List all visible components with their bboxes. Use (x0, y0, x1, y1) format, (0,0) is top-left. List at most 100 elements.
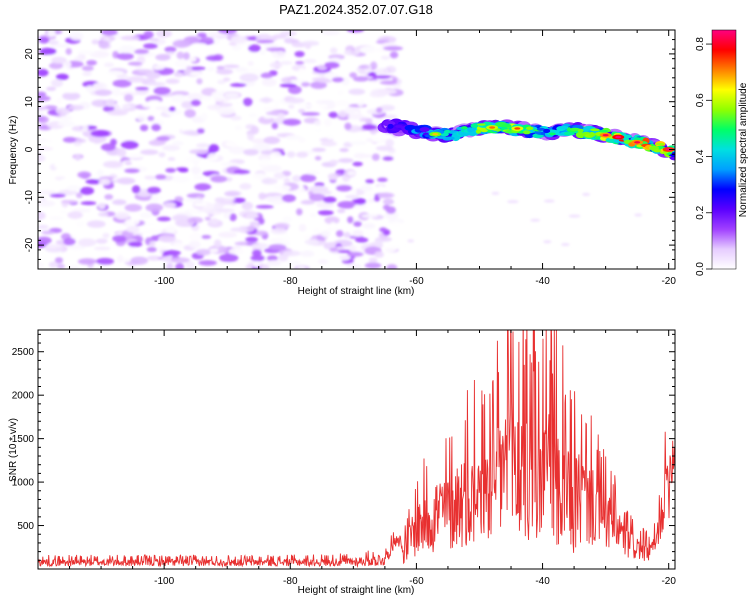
noise-blob (344, 122, 352, 130)
noise-blob (273, 184, 291, 192)
noise-blob (309, 212, 317, 218)
noise-blob (252, 143, 272, 152)
noise-blob (223, 262, 235, 269)
noise-blob (266, 255, 278, 262)
noise-blob (297, 266, 306, 269)
noise-blob (317, 210, 334, 216)
noise-blob (210, 218, 219, 225)
noise-blob (132, 250, 145, 256)
noise-blob (63, 237, 76, 246)
noise-blob (230, 115, 242, 121)
signal-blob (495, 128, 502, 132)
noise-blob (382, 198, 395, 205)
noise-blob (543, 240, 552, 244)
noise-blob (116, 148, 127, 157)
noise-blob (346, 30, 365, 33)
noise-blob (301, 81, 310, 87)
noise-blob (354, 153, 373, 158)
noise-blob (375, 145, 394, 151)
noise-blob (279, 61, 293, 65)
colorbar-tick-label: 0.0 (695, 262, 706, 276)
noise-blob (247, 132, 255, 141)
noise-blob (130, 256, 148, 265)
noise-blob (143, 43, 158, 49)
noise-blob (173, 72, 184, 77)
noise-blob (337, 200, 357, 209)
noise-blob (126, 225, 140, 233)
noise-blob (116, 52, 134, 61)
noise-blob (359, 46, 378, 54)
signal-blob (559, 125, 569, 130)
spectrogram-x-axis: -100 -80 -60 -40 -20 (69, 30, 676, 287)
noise-blob (224, 191, 240, 197)
noise-blob (44, 244, 63, 248)
noise-blob (269, 61, 283, 69)
noise-blob (347, 113, 364, 120)
noise-blob (353, 76, 370, 82)
signal-blob (543, 128, 551, 134)
noise-blob (81, 124, 89, 132)
noise-blob (48, 62, 64, 70)
colorbar-gradient (711, 29, 737, 270)
noise-blob (331, 77, 344, 83)
noise-blob (104, 194, 114, 200)
noise-blob (322, 196, 337, 204)
noise-blob (347, 251, 364, 257)
x-tick-label: -60 (409, 576, 424, 587)
noise-blob (128, 241, 143, 247)
noise-blob (335, 184, 353, 192)
noise-blob (376, 107, 383, 113)
noise-blob (320, 30, 340, 36)
signal-peak-core (634, 141, 641, 144)
noise-blob (335, 230, 344, 237)
noise-blob (214, 197, 226, 203)
noise-blob (296, 103, 314, 108)
noise-blob (216, 68, 234, 75)
noise-blob (133, 48, 150, 55)
noise-blob (194, 183, 212, 191)
noise-blob (338, 158, 354, 163)
noise-blob (229, 213, 237, 222)
noise-blob (150, 196, 160, 202)
signal-blob (598, 129, 609, 133)
noise-blob (274, 222, 290, 229)
noise-blob (337, 254, 351, 261)
noise-blob (347, 170, 356, 176)
noise-blob (46, 139, 53, 144)
noise-blob (239, 73, 259, 82)
noise-blob (223, 64, 240, 69)
noise-blob (145, 203, 164, 212)
noise-blob (80, 201, 97, 206)
noise-blob (55, 73, 69, 81)
noise-blob (196, 128, 205, 134)
noise-blob (324, 61, 340, 69)
noise-blob (92, 83, 104, 89)
x-tick-label: -40 (535, 276, 550, 287)
noise-blob (184, 155, 203, 164)
signal-blob (536, 127, 546, 131)
noise-blob (266, 260, 282, 266)
signal-blob (525, 126, 534, 131)
noise-blob (142, 221, 156, 227)
noise-blob (144, 175, 157, 180)
noise-blob (283, 177, 291, 184)
noise-blob (77, 258, 97, 265)
noise-blob (287, 260, 301, 266)
noise-blob (285, 134, 302, 141)
noise-blob (380, 55, 391, 60)
noise-blob (374, 251, 384, 258)
noise-blob (295, 60, 305, 65)
noise-blob (369, 33, 381, 39)
signal-blob (436, 136, 447, 139)
noise-blob (125, 161, 132, 166)
noise-blob (317, 259, 329, 264)
noise-blob (386, 264, 398, 269)
noise-blob (320, 230, 331, 237)
noise-blob (149, 37, 160, 42)
noise-blob (348, 244, 357, 253)
noise-blob (298, 108, 306, 114)
x-tick-label: -20 (661, 276, 676, 287)
noise-blob (75, 220, 86, 228)
noise-blob (218, 231, 237, 238)
